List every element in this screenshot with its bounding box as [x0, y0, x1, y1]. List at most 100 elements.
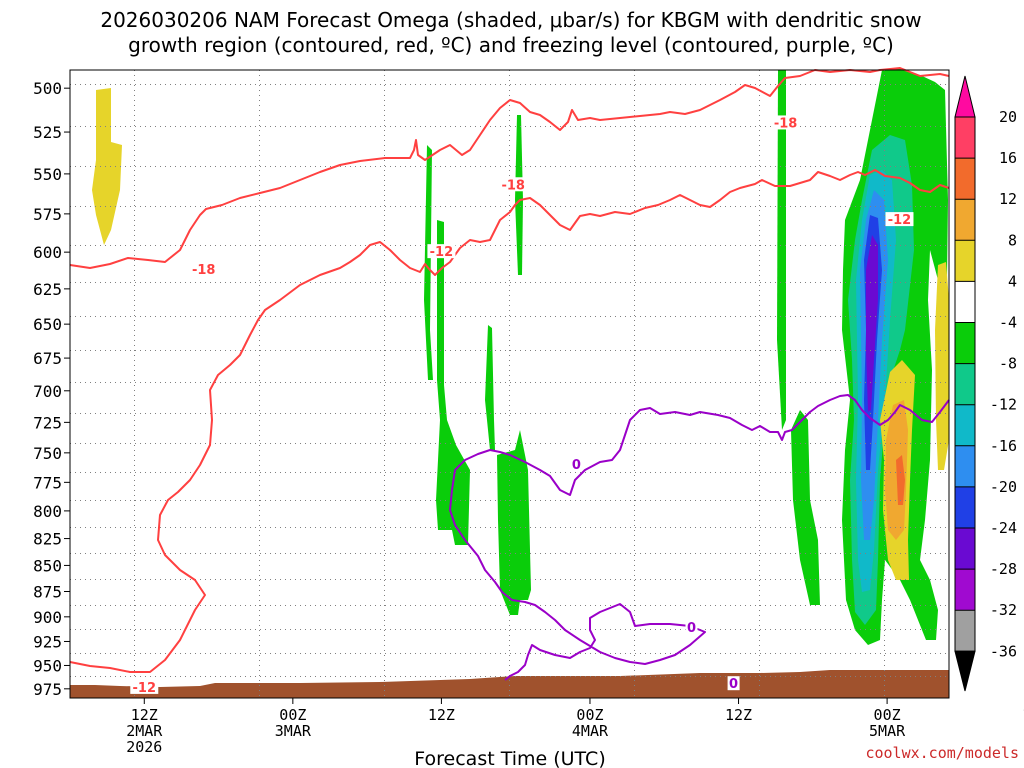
- plot-frame: [69, 69, 950, 699]
- y-tick-label: 650: [33, 315, 62, 334]
- contour-label: 0: [572, 458, 581, 473]
- y-tick-label: 900: [33, 608, 62, 627]
- plot-area: -18 -18 -18 -12 -12 -12 0 0 0: [69, 67, 950, 699]
- colorbar-tick-label: -36: [990, 642, 1017, 660]
- colorbar-tick-label: -32: [990, 601, 1017, 619]
- contour-label-bg: [885, 212, 914, 227]
- y-axis-ticks: 500 525 550 575 600 625 650 675 700 725 750 775 800 8…: [33, 79, 70, 699]
- contour-label: -12: [133, 681, 157, 696]
- dgz-contour-minus12: [69, 169, 950, 673]
- y-tick-label: 625: [33, 280, 62, 299]
- colorbar-bin: [955, 486, 975, 529]
- x-tick-label: 12Z: [725, 706, 752, 724]
- colorbar-bin: [955, 158, 975, 200]
- colorbar-bin: [955, 240, 975, 282]
- y-tick-label: 700: [33, 382, 62, 401]
- x-tick-label: 00Z: [279, 706, 306, 724]
- x-tick-label: 12Z: [1022, 706, 1024, 724]
- colorbar-tick-label: -4: [999, 314, 1017, 332]
- chart-title-line-1: 2026030206 NAM Forecast Omega (shaded, μ…: [100, 8, 921, 32]
- colorbar-tick-label: -24: [990, 519, 1017, 537]
- colorbar-tick-label: -28: [990, 560, 1017, 578]
- y-tick-label: 500: [33, 79, 62, 98]
- dgz-contours: [69, 67, 950, 673]
- contour-labels: -18 -18 -18 -12 -12 -12 0 0 0: [130, 115, 914, 696]
- colorbar: 20 16 12 8 4 -4 -8 -12 -16 -20 -24 -28 -32 -36: [954, 75, 1017, 692]
- contour-label-bg: [727, 676, 740, 691]
- colorbar-bottom-arrow: [954, 650, 976, 692]
- omega-shading: [92, 68, 949, 645]
- y-tick-label: 825: [33, 530, 62, 549]
- omega-positive-region: [896, 455, 905, 505]
- colorbar-bin: [955, 445, 975, 488]
- freezing-contour-0: [449, 394, 950, 681]
- colorbar-bin: [955, 610, 975, 652]
- omega-positive-region: [92, 88, 122, 245]
- chart-title-line-2: growth region (contoured, red, ºC) and f…: [128, 33, 894, 57]
- omega-negative-region: [866, 235, 878, 412]
- x-axis-ticks: 12Z2MAR202600Z3MAR12Z00Z4MAR12Z00Z5MAR12…: [126, 698, 1024, 756]
- credit-text: coolwx.com/models: [865, 744, 1019, 762]
- colorbar-bin: [955, 569, 975, 611]
- y-tick-label: 550: [33, 165, 62, 184]
- x-tick-label: 2MAR: [126, 722, 163, 740]
- contour-label: -12: [888, 213, 912, 228]
- colorbar-top-arrow: [954, 75, 976, 118]
- y-tick-label: 750: [33, 444, 62, 463]
- omega-negative-region: [485, 325, 495, 450]
- contour-label: 0: [729, 677, 738, 692]
- x-tick-label: 12Z: [131, 706, 158, 724]
- contour-label-bg: [570, 456, 583, 471]
- omega-negative-region: [424, 145, 433, 380]
- colorbar-bin: [955, 117, 975, 159]
- contour-label: -18: [774, 116, 798, 131]
- y-tick-label: 525: [33, 123, 62, 142]
- colorbar-tick-label: -12: [990, 396, 1017, 414]
- colorbar-bin: [955, 322, 975, 365]
- colorbar-tick-label: -16: [990, 437, 1017, 455]
- y-tick-label: 925: [33, 632, 62, 651]
- colorbar-bin: [955, 281, 975, 323]
- x-tick-label: 00Z: [874, 706, 901, 724]
- contour-label: 0: [687, 621, 696, 636]
- y-tick-label: 975: [33, 680, 62, 699]
- contour-label: -18: [192, 263, 216, 278]
- x-tick-label: 00Z: [576, 706, 603, 724]
- x-tick-label: 12Z: [428, 706, 455, 724]
- y-tick-label: 675: [33, 349, 62, 368]
- y-tick-label: 800: [33, 502, 62, 521]
- omega-negative-region: [791, 410, 820, 605]
- colorbar-tick-label: 8: [1008, 231, 1017, 249]
- colorbar-bin: [955, 404, 975, 447]
- colorbar-tick-label: 20: [999, 108, 1017, 126]
- y-tick-label: 850: [33, 556, 62, 575]
- contour-label-bg: [427, 244, 456, 259]
- y-tick-label: 575: [33, 205, 62, 224]
- y-tick-label: 950: [33, 656, 62, 675]
- colorbar-tick-label: 12: [999, 190, 1017, 208]
- contour-label-bg: [130, 679, 159, 694]
- y-tick-label: 725: [33, 413, 62, 432]
- contour-label-bg: [771, 115, 800, 130]
- x-tick-label: 4MAR: [572, 722, 609, 740]
- freezing-contours: [449, 394, 950, 681]
- y-tick-label: 875: [33, 582, 62, 601]
- omega-negative-region: [515, 115, 523, 275]
- contour-label-bg: [499, 177, 528, 192]
- colorbar-tick-label: 4: [1008, 272, 1017, 290]
- contour-label: -18: [501, 178, 525, 193]
- omega-negative-region: [777, 70, 786, 430]
- omega-negative-region: [497, 430, 531, 615]
- contour-label: -12: [430, 245, 454, 260]
- x-tick-label: 2026: [126, 738, 162, 756]
- y-tick-label: 600: [33, 243, 62, 262]
- colorbar-tick-label: -20: [990, 478, 1017, 496]
- x-tick-label: 3MAR: [275, 722, 312, 740]
- contour-label-bg: [685, 619, 698, 634]
- y-tick-label: 775: [33, 473, 62, 492]
- x-tick-label: 5MAR: [869, 722, 906, 740]
- colorbar-bin: [955, 528, 975, 570]
- colorbar-bin: [955, 363, 975, 406]
- omega-positive-region: [935, 262, 949, 470]
